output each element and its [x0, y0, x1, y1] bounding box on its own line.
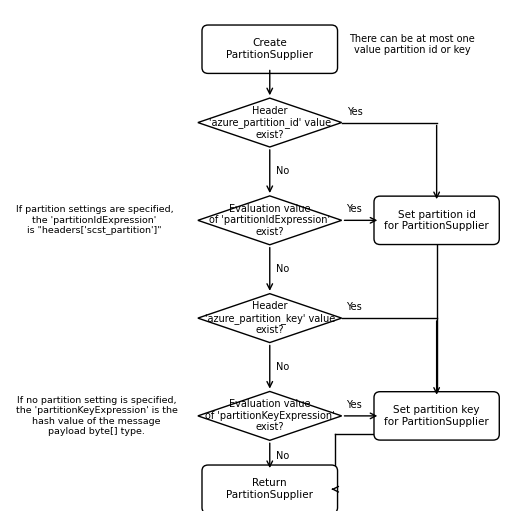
Text: If partition settings are specified,
the 'partitionIdExpression'
is "headers['sc: If partition settings are specified, the…	[16, 206, 173, 235]
Polygon shape	[198, 196, 342, 245]
Text: No: No	[276, 167, 289, 176]
Text: Create
PartitionSupplier: Create PartitionSupplier	[226, 39, 313, 60]
Text: Set partition id
for PartitionSupplier: Set partition id for PartitionSupplier	[384, 210, 489, 231]
Polygon shape	[198, 98, 342, 147]
Text: Yes: Yes	[346, 205, 362, 214]
Text: Evaluation value
of 'partitionIdExpression'
exist?: Evaluation value of 'partitionIdExpressi…	[209, 204, 330, 237]
Text: Header
'azure_partition_key' value
exist?: Header 'azure_partition_key' value exist…	[204, 301, 335, 335]
Text: Set partition key
for PartitionSupplier: Set partition key for PartitionSupplier	[384, 405, 489, 427]
Text: No: No	[276, 362, 289, 372]
Text: Header
'azure_partition_id' value
exist?: Header 'azure_partition_id' value exist?	[209, 105, 331, 140]
Text: Yes: Yes	[347, 107, 363, 117]
FancyBboxPatch shape	[374, 196, 499, 245]
FancyBboxPatch shape	[374, 392, 499, 440]
Text: Yes: Yes	[346, 302, 362, 312]
FancyBboxPatch shape	[202, 25, 337, 74]
Polygon shape	[198, 293, 342, 342]
Text: If no partition setting is specified,
the 'partitionKeyExpression' is the
hash v: If no partition setting is specified, th…	[16, 396, 177, 436]
Polygon shape	[198, 392, 342, 440]
Text: There can be at most one
value partition id or key: There can be at most one value partition…	[349, 33, 475, 55]
Text: No: No	[276, 451, 289, 461]
Text: Return
PartitionSupplier: Return PartitionSupplier	[226, 479, 313, 500]
Text: No: No	[276, 264, 289, 274]
Text: Yes: Yes	[346, 400, 362, 410]
FancyBboxPatch shape	[202, 465, 337, 513]
Text: Evaluation value
of 'partitionKeyExpression'
exist?: Evaluation value of 'partitionKeyExpress…	[205, 399, 335, 432]
